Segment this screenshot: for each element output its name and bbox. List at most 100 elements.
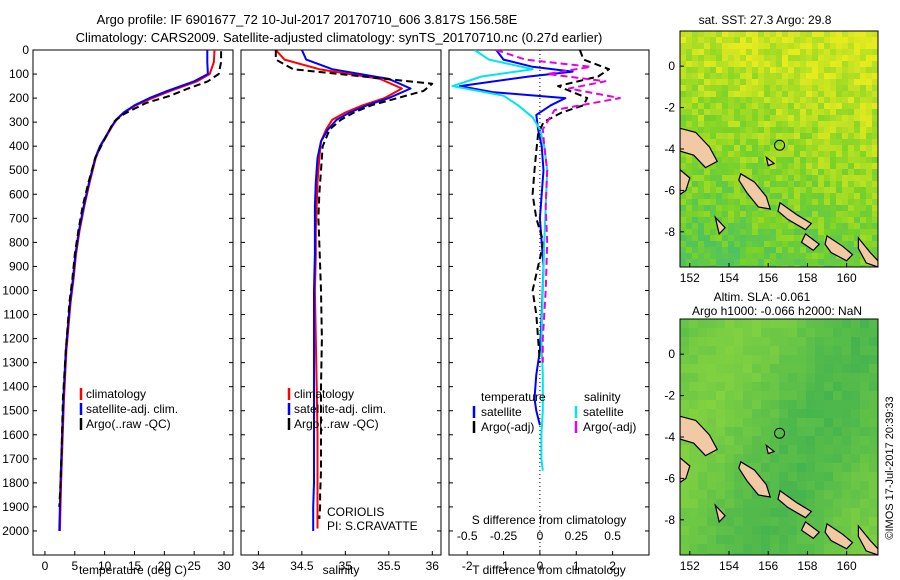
map-cell (764, 73, 770, 79)
depth-tick-label: 1300 (2, 356, 29, 370)
map-cell (746, 175, 752, 181)
map-cell (770, 490, 779, 499)
map-cell (734, 517, 743, 526)
map-cell (698, 187, 704, 193)
map-cell (860, 85, 866, 91)
map-cell (698, 346, 707, 355)
map-cell (770, 391, 779, 400)
map-cell (824, 535, 833, 544)
x-tick-label: 2 (609, 559, 616, 573)
map-cell (848, 247, 854, 253)
map-cell (788, 31, 794, 37)
map-cell (776, 121, 782, 127)
map-cell (851, 544, 860, 553)
map-cell (752, 115, 758, 121)
map-cell (743, 409, 752, 418)
argo-position-marker (774, 139, 786, 151)
map-cell (782, 223, 788, 229)
map-cell (758, 49, 764, 55)
map-cell (812, 61, 818, 67)
map-cell (851, 463, 860, 472)
map-cell (797, 463, 806, 472)
map-cell (776, 259, 782, 265)
map-cell (692, 205, 698, 211)
map-cell (698, 193, 704, 199)
map-cell (692, 115, 698, 121)
map-cell (872, 55, 878, 61)
map-cell (725, 346, 734, 355)
map-cell (860, 97, 866, 103)
legend-label: satellite-adj. clim. (294, 402, 386, 416)
map-cell (752, 508, 761, 517)
map-cell (797, 454, 806, 463)
map-cell (710, 199, 716, 205)
map-cell (824, 499, 833, 508)
map-cell (830, 163, 836, 169)
map-cell (686, 259, 692, 265)
map-cell (770, 259, 776, 265)
map-cell (824, 73, 830, 79)
map-cell (818, 187, 824, 193)
map-cell (794, 31, 800, 37)
map-cell (686, 247, 692, 253)
map-cell (830, 115, 836, 121)
map-cell (710, 61, 716, 67)
map-cell (782, 97, 788, 103)
map-cell (716, 211, 722, 217)
map-cell (740, 109, 746, 115)
map-cell (725, 517, 734, 526)
map-cell (806, 67, 812, 73)
map-cell (788, 187, 794, 193)
map-cell (860, 157, 866, 163)
map-cell (710, 49, 716, 55)
map-cell (752, 205, 758, 211)
map-cell (740, 61, 746, 67)
map-cell (872, 223, 878, 229)
map-cell (734, 247, 740, 253)
map-cell (806, 319, 815, 328)
map-cell (872, 235, 878, 241)
map-cell (689, 391, 698, 400)
map-cell (788, 37, 794, 43)
map-cell (794, 211, 800, 217)
map-cell (806, 355, 815, 364)
map-cell (728, 211, 734, 217)
map-cell (770, 526, 779, 535)
map-cell (776, 163, 782, 169)
map-cell (716, 205, 722, 211)
map-cell (776, 169, 782, 175)
map-cell (824, 418, 833, 427)
map-cell (770, 373, 779, 382)
map-cell (830, 211, 836, 217)
x-tick-label: 35 (339, 559, 353, 573)
map-cell (716, 43, 722, 49)
map-cell (710, 127, 716, 133)
map-cell (788, 328, 797, 337)
map-cell (707, 535, 716, 544)
map-cell (764, 43, 770, 49)
map-cell (716, 526, 725, 535)
map-cell (770, 553, 779, 555)
map-cell (794, 163, 800, 169)
map-cell (824, 43, 830, 49)
map-cell (842, 37, 848, 43)
map-cell (854, 199, 860, 205)
map-cell (806, 109, 812, 115)
map-cell (734, 31, 740, 37)
map-cell (716, 328, 725, 337)
map-cell (833, 499, 842, 508)
map-cell (842, 79, 848, 85)
map-cell (812, 223, 818, 229)
map-cell (758, 157, 764, 163)
map-cell (716, 517, 725, 526)
map-cell (800, 145, 806, 151)
map-cell (704, 85, 710, 91)
map-cell (716, 157, 722, 163)
map-cell (815, 346, 824, 355)
depth-tick-label: 1400 (2, 380, 29, 394)
map-cell (779, 418, 788, 427)
map-cell (758, 115, 764, 121)
map-cell (866, 187, 872, 193)
map-cell (815, 481, 824, 490)
map-cell (689, 472, 698, 481)
